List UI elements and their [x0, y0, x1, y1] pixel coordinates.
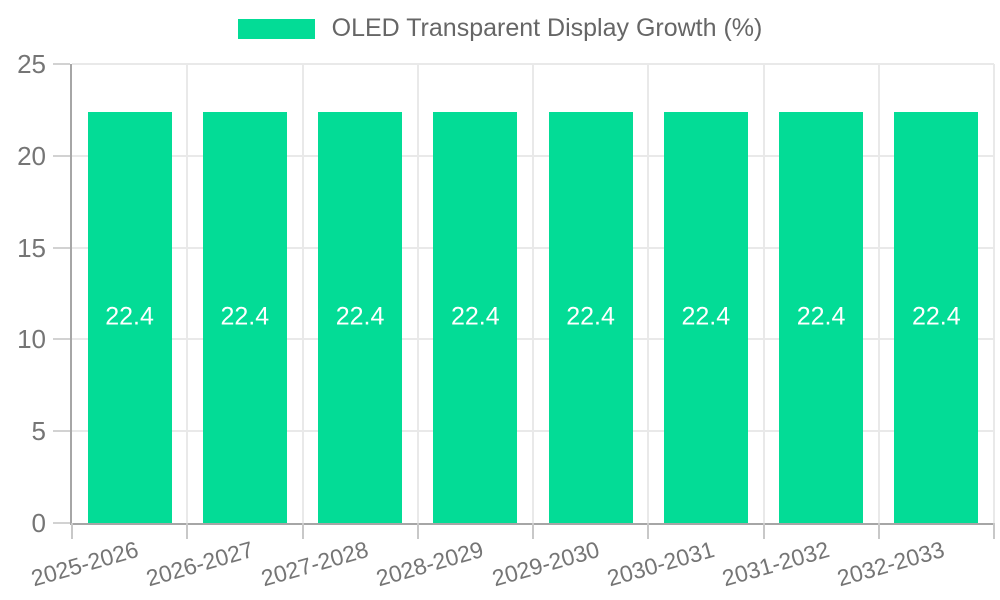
y-tick-label: 25 — [17, 49, 46, 79]
x-tick-mark — [416, 523, 419, 539]
x-tick-label: 2025-2026 — [27, 536, 141, 592]
x-tick-mark — [762, 523, 765, 539]
x-tick-label: 2030-2031 — [604, 536, 718, 592]
x-tick-mark — [877, 523, 880, 539]
bar-slot: 22.4 — [187, 64, 302, 523]
bar-2025-2026[interactable]: 22.4 — [87, 111, 172, 523]
y-tick-mark — [53, 338, 70, 341]
plot-area: 22.4 22.4 22.4 22.4 22.4 22.4 22.4 22.4 — [53, 63, 995, 539]
bar-value-label: 22.4 — [912, 302, 961, 331]
x-tick-mark — [532, 523, 534, 539]
y-tick-label: 5 — [31, 416, 46, 447]
x-tick-label: 2028-2029 — [373, 536, 487, 592]
y-tick-mark — [53, 430, 70, 433]
y-tick-label: 20 — [17, 140, 46, 171]
legend[interactable]: OLED Transparent Display Growth (%) — [0, 14, 1000, 43]
x-tick-mark — [301, 523, 304, 539]
legend-label: OLED Transparent Display Growth (%) — [331, 14, 763, 42]
x-tick-mark — [993, 523, 995, 539]
y-tick-label: 0 — [31, 508, 46, 538]
bar-2031-2032[interactable]: 22.4 — [779, 111, 864, 523]
y-tick-label: 10 — [17, 324, 46, 355]
x-tick-mark — [71, 523, 73, 539]
bar-slot: 22.4 — [533, 64, 648, 523]
legend-swatch — [237, 18, 315, 39]
bar-2029-2030[interactable]: 22.4 — [548, 111, 633, 523]
bar-slot: 22.4 — [879, 64, 994, 523]
y-tick-label: 15 — [17, 232, 46, 263]
bar-2027-2028[interactable]: 22.4 — [318, 111, 403, 523]
y-tick-mark — [53, 522, 70, 524]
x-tick-label: 2026-2027 — [143, 536, 257, 592]
bar-value-label: 22.4 — [220, 302, 270, 331]
bar-slot: 22.4 — [648, 64, 763, 523]
bar-value-label: 22.4 — [335, 302, 385, 331]
x-tick-mark — [647, 523, 650, 539]
y-tick-mark — [53, 154, 70, 157]
bar-value-label: 22.4 — [796, 302, 846, 331]
bar-2028-2029[interactable]: 22.4 — [433, 111, 518, 523]
bar-2030-2031[interactable]: 22.4 — [663, 111, 748, 523]
x-tick-mark — [186, 523, 189, 539]
bar-value-label: 22.4 — [105, 302, 154, 331]
bar-slot: 22.4 — [418, 64, 533, 523]
bar-2026-2027[interactable]: 22.4 — [202, 111, 287, 523]
y-tick-mark — [53, 246, 70, 249]
x-tick-label: 2031-2032 — [719, 536, 833, 592]
x-tick-label: 2032-2033 — [834, 536, 948, 592]
y-tick-mark — [53, 63, 70, 65]
bar-value-label: 22.4 — [451, 302, 500, 331]
bar-slot: 22.4 — [764, 64, 879, 523]
bar-2032-2033[interactable]: 22.4 — [894, 111, 979, 523]
x-tick-label: 2027-2028 — [258, 536, 372, 592]
bar-slot: 22.4 — [72, 64, 187, 523]
bar-slot: 22.4 — [303, 64, 418, 523]
x-tick-label: 2029-2030 — [488, 536, 602, 592]
bar-value-label: 22.4 — [681, 302, 731, 331]
bar-value-label: 22.4 — [566, 302, 615, 331]
